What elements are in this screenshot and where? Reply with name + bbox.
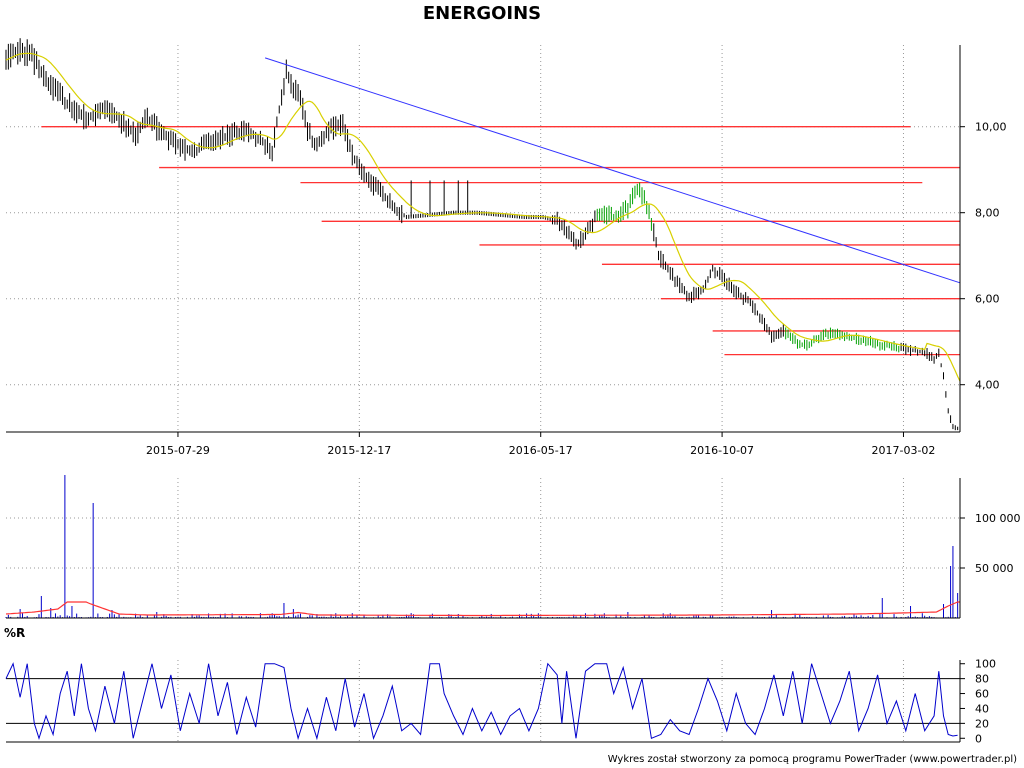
williams-y-tick-label: 0 [975,732,982,745]
price-y-tick-label: 10,00 [975,121,1007,134]
williams-y-tick-label: 80 [975,673,989,686]
price-y-tick-label: 8,00 [975,207,1000,220]
price-panel: 2015-07-29 2015-12-17 2016-05-17 2016-10-07… [5,38,1007,742]
x-tick-label: 2016-10-07 [690,444,754,457]
chart-title: ENERGOINS [423,3,541,24]
price-y-tick-label: 4,00 [975,379,1000,392]
x-tick-label: 2017-03-02 [871,444,935,457]
williams-panel-label: %R [4,626,25,640]
footer-credit: Wykres został stworzony za pomocą progra… [608,754,1017,765]
volume-y-tick-label: 100 000 [975,512,1021,525]
williams-y-tick-label: 60 [975,688,989,701]
moving-average-line [5,52,961,382]
price-y-tick-label: 6,00 [975,293,1000,306]
x-tick-label: 2015-12-17 [327,444,391,457]
volume-panel: 50 000 100 000 [5,475,1021,619]
x-tick-label: 2015-07-29 [146,444,210,457]
trendline [264,57,961,284]
williams-y-tick-label: 40 [975,702,989,715]
volume-average-line [5,601,960,617]
williams-y-tick-label: 20 [975,717,989,730]
volume-y-tick-label: 50 000 [975,562,1014,575]
x-tick-label: 2016-05-17 [509,444,573,457]
williams-r-line [5,662,958,741]
williams-y-tick-label: 100 [975,658,996,671]
